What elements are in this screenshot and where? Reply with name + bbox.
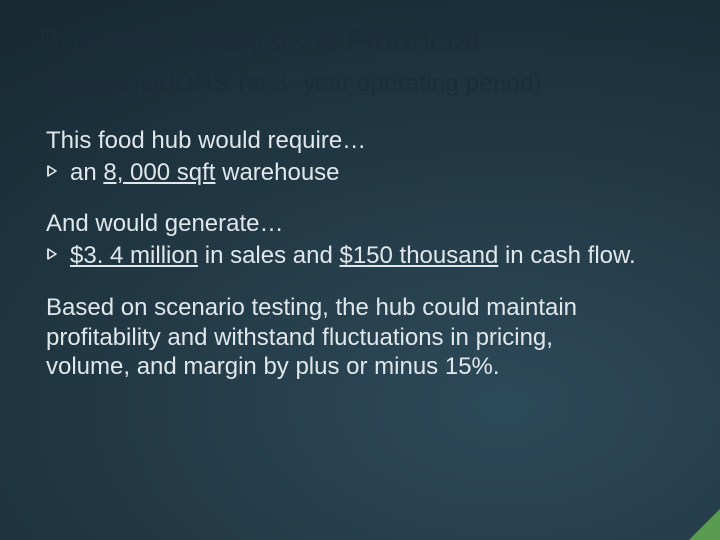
title-line2-sub: (at 3 -year operating period) — [238, 70, 541, 97]
s2-post: in cash flow. — [498, 242, 635, 269]
section2-lead: And would generate… — [46, 209, 656, 239]
s1-pre: an — [70, 159, 103, 186]
title-line2-main: Assumptions — [38, 61, 238, 98]
s1-underline: 8, 000 sqft — [103, 159, 215, 186]
arrow-right-icon — [46, 164, 60, 178]
section1-bullet-text: an 8, 000 sqft warehouse — [70, 158, 656, 188]
section1-lead: This food hub would require… — [46, 126, 656, 156]
arrow-right-icon — [46, 247, 60, 261]
s1-post: warehouse — [215, 159, 339, 186]
s2-u2: $150 thousand — [339, 242, 498, 269]
s2-mid: in sales and — [198, 242, 339, 269]
title-line1: Business Analysis & Financial — [38, 22, 480, 59]
paragraph: Based on scenario testing, the hub could… — [46, 293, 606, 382]
s2-u1: $3. 4 million — [70, 242, 198, 269]
section1-bullet: an 8, 000 sqft warehouse — [46, 158, 656, 188]
corner-accent — [676, 496, 720, 540]
section2-bullet: $3. 4 million in sales and $150 thousand… — [46, 241, 656, 271]
slide-title: Business Analysis & Financial Assumption… — [38, 22, 656, 100]
body: This food hub would require… an 8, 000 s… — [38, 126, 656, 382]
section2-bullet-text: $3. 4 million in sales and $150 thousand… — [70, 241, 656, 271]
slide: Business Analysis & Financial Assumption… — [0, 0, 720, 540]
